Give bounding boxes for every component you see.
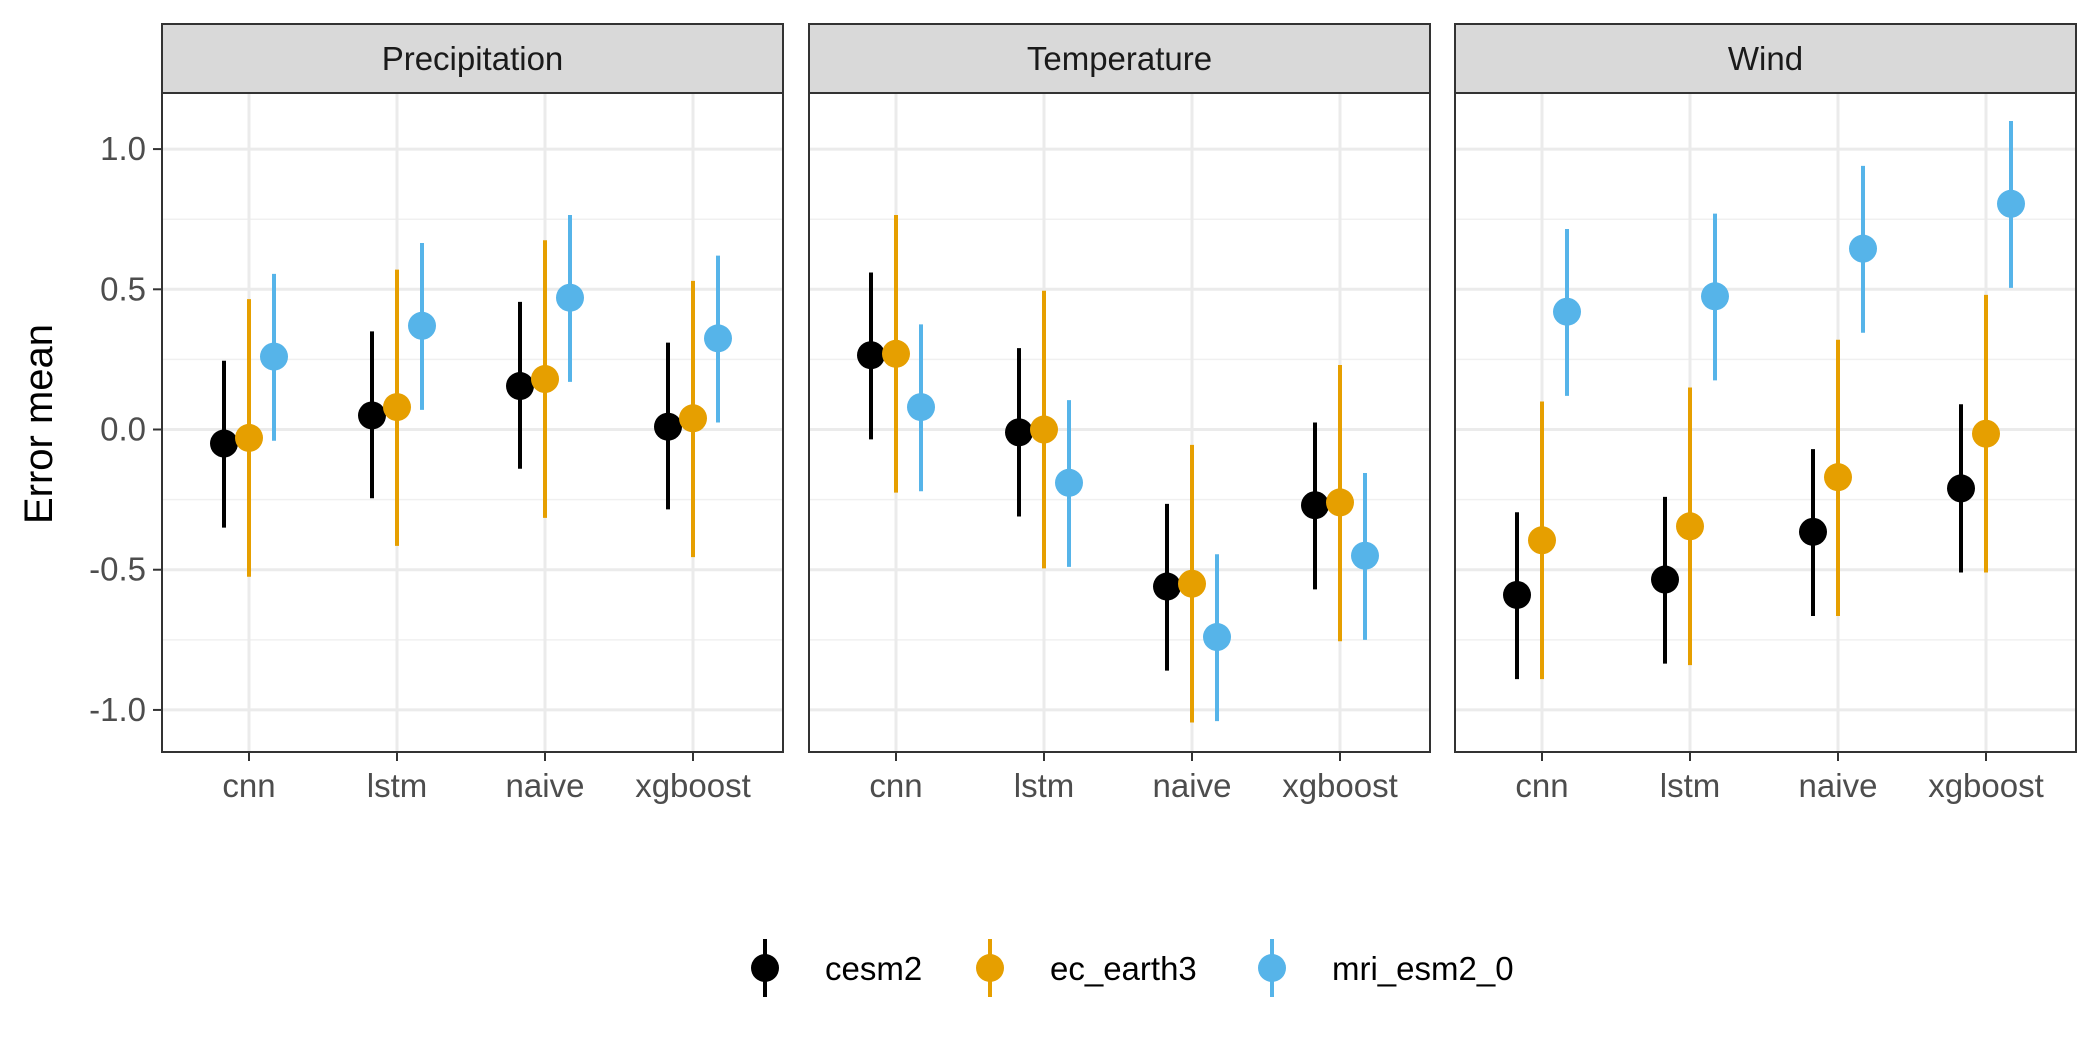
- y-axis-title: Error mean: [17, 324, 61, 524]
- point-ec_earth3-naive: [531, 365, 559, 394]
- panel-border: [161, 92, 784, 753]
- point-cesm2-cnn: [857, 341, 885, 370]
- facet-strip: [1454, 23, 2077, 94]
- legend-label-mri_esm2_0: mri_esm2_0: [1332, 950, 1514, 987]
- panel-temperature: Temperature cnn lstm naive xgboost: [808, 23, 1431, 804]
- point-ec_earth3-lstm: [1030, 415, 1058, 444]
- x-tick-label: naive: [1153, 767, 1232, 804]
- x-tick-label: cnn: [1515, 767, 1568, 804]
- y-tick-label: 1.0: [100, 130, 146, 167]
- panel-border: [808, 92, 1431, 753]
- facet-strip-title: Wind: [1728, 40, 1803, 77]
- point-cesm2-lstm: [1651, 565, 1679, 594]
- point-cesm2-lstm: [358, 401, 386, 430]
- y-tick-label: -0.5: [89, 551, 146, 588]
- x-tick-label: cnn: [222, 767, 275, 804]
- x-tick-label: lstm: [1660, 767, 1721, 804]
- x-tick-label: xgboost: [1928, 767, 2044, 804]
- point-ec_earth3-cnn: [1528, 526, 1556, 555]
- x-tick-label: naive: [1799, 767, 1878, 804]
- facet-strip-title: Temperature: [1027, 40, 1212, 77]
- point-mri_esm2_0-xgboost: [1351, 541, 1379, 570]
- point-ec_earth3-naive: [1824, 463, 1852, 492]
- y-tick-label: -1.0: [89, 691, 146, 728]
- point-mri_esm2_0-xgboost: [1997, 189, 2025, 218]
- point-ec_earth3-cnn: [235, 423, 263, 452]
- point-mri_esm2_0-cnn: [907, 393, 935, 422]
- x-tick-label: xgboost: [635, 767, 751, 804]
- point-cesm2-xgboost: [1301, 491, 1329, 520]
- plot-background: [1455, 93, 2076, 752]
- point-mri_esm2_0-cnn: [1553, 297, 1581, 326]
- legend-label-ec_earth3: ec_earth3: [1050, 950, 1197, 987]
- point-cesm2-naive: [506, 372, 534, 401]
- panel-precipitation: Precipitation cnn lstm naive xgboost: [161, 23, 784, 804]
- point-cesm2-lstm: [1005, 418, 1033, 447]
- point-cesm2-naive: [1799, 517, 1827, 546]
- point-ec_earth3-xgboost: [1972, 419, 2000, 448]
- point-ec_earth3-lstm: [1676, 512, 1704, 541]
- panel-wind: Wind cnn lstm naive xgboost: [1454, 23, 2077, 804]
- x-tick-label: xgboost: [1282, 767, 1398, 804]
- panel-border: [1454, 92, 2077, 753]
- facet-strip-title: Precipitation: [382, 40, 564, 77]
- point-cesm2-xgboost: [1947, 474, 1975, 503]
- point-ec_earth3-naive: [1178, 569, 1206, 598]
- point-ec_earth3-xgboost: [1326, 488, 1354, 517]
- x-tick-label: lstm: [367, 767, 428, 804]
- point-cesm2-naive: [1153, 572, 1181, 601]
- point-ec_earth3-lstm: [383, 393, 411, 422]
- point-mri_esm2_0-cnn: [260, 342, 288, 371]
- point-mri_esm2_0-lstm: [1055, 468, 1083, 497]
- x-tick-label: cnn: [869, 767, 922, 804]
- y-tick-label: 0.0: [100, 411, 146, 448]
- point-cesm2-xgboost: [654, 412, 682, 441]
- point-cesm2-cnn: [1503, 580, 1531, 609]
- point-mri_esm2_0-naive: [556, 283, 584, 312]
- facet-strip: [161, 23, 784, 94]
- x-tick-label: naive: [506, 767, 585, 804]
- point-mri_esm2_0-xgboost: [704, 324, 732, 353]
- legend-key-point-ec_earth3: [976, 954, 1004, 982]
- point-mri_esm2_0-naive: [1849, 234, 1877, 263]
- point-ec_earth3-xgboost: [679, 404, 707, 433]
- y-tick-label: 0.5: [100, 270, 146, 307]
- legend: cesm2 ec_earth3 mri_esm2_0: [751, 939, 1514, 997]
- plot-background: [809, 93, 1430, 752]
- legend-label-cesm2: cesm2: [825, 950, 922, 987]
- point-cesm2-cnn: [210, 429, 238, 458]
- point-ec_earth3-cnn: [882, 339, 910, 368]
- legend-key-point-cesm2: [751, 954, 779, 982]
- point-mri_esm2_0-lstm: [1701, 282, 1729, 311]
- x-tick-label: lstm: [1014, 767, 1075, 804]
- point-mri_esm2_0-lstm: [408, 311, 436, 340]
- legend-key-point-mri_esm2_0: [1258, 954, 1286, 982]
- point-mri_esm2_0-naive: [1203, 623, 1231, 652]
